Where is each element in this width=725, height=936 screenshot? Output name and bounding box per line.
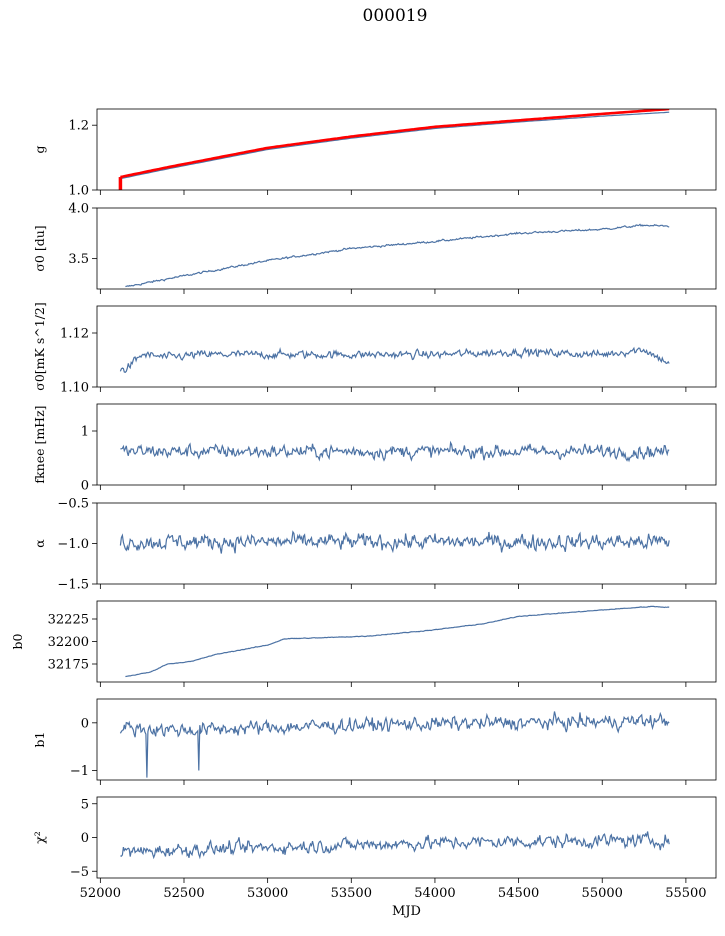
x-tick-label: 55500 — [665, 886, 706, 901]
x-tick-label: 54500 — [498, 886, 539, 901]
x-tick-label: 53000 — [247, 886, 288, 901]
axes-frame — [96, 108, 717, 191]
panel-2: 3.5 4.0 σ0 [du] — [32, 202, 717, 294]
y-tick-label: 5 — [81, 797, 89, 812]
y-axis-label: χ² — [32, 831, 47, 844]
panel-5: −1.5 −1.0 −0.5 α — [32, 497, 717, 593]
axes-frame — [96, 796, 717, 879]
y-axis-label: α — [32, 539, 47, 548]
axes-frame — [96, 207, 717, 290]
series-line — [120, 111, 670, 180]
x-tick-label: 52000 — [80, 886, 121, 901]
y-tick-label: 32175 — [48, 658, 89, 673]
y-tick-label: 3.5 — [68, 252, 89, 267]
y-axis-label: b0 — [10, 633, 25, 649]
y-tick-label: 1.10 — [60, 381, 89, 396]
y-tick-label: 0 — [81, 831, 89, 846]
series-line — [120, 440, 670, 463]
y-tick-label: −1 — [70, 764, 89, 779]
panel-4: 0 1 fknee [mHz] — [32, 403, 717, 494]
panel-7: −1 0 b1 — [32, 698, 717, 785]
y-tick-label: 1 — [81, 425, 89, 440]
y-axis-label: g — [32, 145, 47, 153]
y-axis-label: b1 — [32, 732, 47, 748]
axes-frame — [96, 698, 717, 781]
y-tick-label: 32225 — [48, 613, 89, 628]
y-axis-label: fknee [mHz] — [32, 405, 47, 483]
y-axis-label: σ0 [du] — [32, 225, 47, 271]
panel-1: 1.0 1.2 g — [32, 108, 717, 199]
series-line — [119, 530, 670, 554]
series-line — [125, 605, 670, 678]
y-tick-label: 1.2 — [68, 119, 89, 134]
axes-frame — [96, 600, 717, 683]
axes-frame — [96, 305, 717, 388]
figure-title: 000019 — [362, 6, 428, 26]
y-tick-label: −0.5 — [57, 497, 89, 512]
y-tick-label: 1.12 — [60, 327, 89, 342]
y-tick-label: 0 — [81, 479, 89, 494]
x-axis-label: MJD — [392, 904, 421, 919]
x-tick-label: 52500 — [163, 886, 204, 901]
panel-6: 32175 32200 32225 b0 — [10, 600, 717, 687]
series-line — [119, 711, 670, 778]
y-axis-label: σ0[mK s^1/2] — [32, 302, 47, 390]
axes-frame — [96, 403, 717, 486]
x-tick-label: 55000 — [582, 886, 623, 901]
y-tick-label: 0 — [81, 716, 89, 731]
y-tick-label: −1.0 — [57, 537, 89, 552]
y-tick-label: −5 — [70, 865, 89, 880]
y-tick-label: 4.0 — [68, 202, 89, 217]
y-tick-label: 32200 — [48, 635, 89, 650]
series-line — [125, 223, 670, 288]
y-tick-label: −1.5 — [57, 578, 89, 593]
panel-8: −5 0 5 χ² — [32, 796, 717, 883]
x-tick-label: 54000 — [414, 886, 455, 901]
x-tick-label: 53500 — [331, 886, 372, 901]
y-tick-label: 1.0 — [68, 184, 89, 199]
panel-3: 1.10 1.12 σ0[mK s^1/2] — [32, 302, 717, 396]
series-line — [119, 346, 670, 373]
series-line — [120, 831, 670, 860]
series-line — [120, 109, 670, 179]
